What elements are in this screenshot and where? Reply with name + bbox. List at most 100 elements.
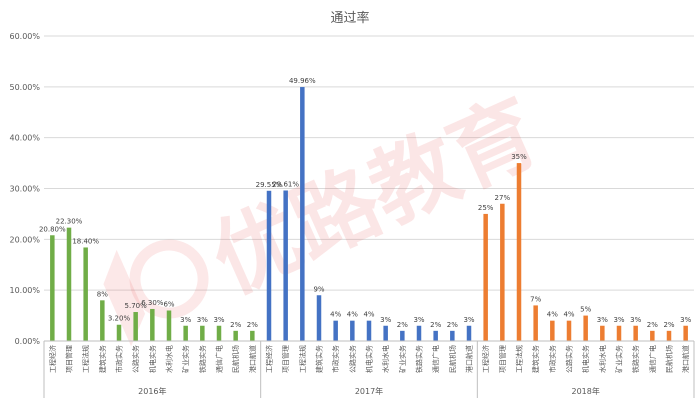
bar: [66, 227, 72, 341]
data-label: 3%: [680, 316, 691, 324]
x-tick-label: 工程法规: [81, 345, 90, 373]
y-tick-label: 30.00%: [9, 185, 40, 194]
x-tick-label: 矿业实务: [398, 345, 407, 373]
bar: [533, 305, 538, 341]
chart-title: 通过率: [330, 10, 369, 26]
bar: [300, 87, 305, 341]
data-label: 3%: [197, 316, 208, 324]
x-tick-label: 公路实务: [131, 345, 140, 373]
x-tick-label: 矿业实务: [615, 345, 624, 373]
x-tick-label: 机电实务: [365, 345, 374, 373]
data-label: 22.30%: [56, 218, 83, 226]
bar: [450, 330, 455, 341]
bar: [633, 325, 638, 341]
data-label: 5%: [580, 306, 591, 314]
bar: [100, 300, 105, 341]
data-label: 5.70%: [125, 302, 148, 310]
bar: [183, 325, 188, 341]
x-tick-label: 市政实务: [331, 345, 340, 373]
bar: [216, 325, 222, 341]
data-label: 6.30%: [141, 299, 164, 307]
bar: [200, 325, 205, 341]
x-tick-label: 公路实务: [565, 345, 574, 373]
data-label: 3%: [597, 316, 608, 324]
bar: [416, 325, 422, 341]
data-label: 3%: [413, 316, 424, 324]
bar: [516, 163, 522, 341]
bar: [566, 320, 572, 341]
x-tick-label: 市政实务: [548, 345, 557, 373]
bar: [83, 247, 88, 341]
x-tick-label: 铁路实务: [631, 345, 640, 373]
bar: [366, 320, 372, 341]
x-tick-label: 民航机场: [665, 345, 674, 373]
x-tick-label: 工程法规: [298, 345, 307, 373]
data-label: 29.61%: [272, 180, 299, 188]
bar: [316, 295, 322, 341]
x-tick-label: 水利水电: [165, 345, 174, 373]
x-tick-label: 工程经济: [481, 345, 490, 373]
bar: [483, 213, 488, 341]
x-axis: 工程经济 项目管理 工程法规 建筑实务 市政实务 公路实务 机电实务 水利水电 矿业实务 铁路实务…: [43, 340, 695, 398]
y-tick-label: 0.00%: [15, 337, 41, 346]
x-tick-label: 工程经济: [48, 345, 57, 373]
bar: [500, 203, 505, 341]
data-label: 18.40%: [72, 237, 99, 245]
bar: [650, 330, 655, 341]
data-label: 3%: [180, 316, 191, 324]
x-tick-label: 港口航道: [248, 345, 257, 373]
bar: [333, 320, 338, 341]
x-tick-label: 公路实务: [348, 345, 357, 373]
x-tick-label: 项目管理: [65, 345, 74, 373]
group-label: 2016年: [138, 386, 166, 396]
data-label: 9%: [313, 285, 324, 293]
bar: [550, 320, 555, 341]
x-tick-label: 市政实务: [115, 345, 124, 373]
y-tick-label: 10.00%: [9, 286, 40, 295]
data-label: 2%: [430, 321, 441, 329]
data-label: 7%: [530, 295, 541, 303]
bar: [150, 308, 155, 341]
data-label: 25%: [478, 204, 494, 212]
bar: [683, 325, 688, 341]
bar: [116, 324, 122, 341]
x-tick-label: 港口航道: [681, 345, 690, 373]
bar: [583, 315, 588, 341]
grid: [44, 35, 694, 342]
bar: [166, 310, 172, 341]
y-axis: 0.00% 10.00% 20.00% 30.00% 40.00% 50.00% 60.00…: [9, 32, 40, 346]
bar: [133, 312, 138, 341]
bar: [350, 320, 355, 341]
data-label: 4%: [563, 311, 574, 319]
data-label: 35%: [511, 153, 527, 161]
bar: [283, 190, 288, 341]
data-label: 3%: [463, 316, 474, 324]
bar: [616, 325, 622, 341]
data-label: 2%: [447, 321, 458, 329]
data-label: 2%: [247, 321, 258, 329]
group-label: 2017年: [355, 386, 383, 396]
bar: [250, 330, 255, 341]
x-tick-label: 水利水电: [598, 345, 607, 373]
group-label: 2018年: [571, 386, 599, 396]
x-tick-label: 建筑实务: [98, 345, 107, 373]
data-label: 2%: [663, 321, 674, 329]
y-tick-label: 60.00%: [9, 32, 40, 41]
bar: [266, 190, 272, 341]
data-label: 3%: [380, 316, 391, 324]
x-tick-label: 港口航道: [465, 345, 474, 373]
x-tick-label: 建筑实务: [315, 345, 324, 373]
x-tick-label: 项目管理: [281, 345, 290, 373]
bar: [600, 325, 605, 341]
bar: [433, 330, 438, 341]
x-tick-label: 项目管理: [498, 345, 507, 373]
bar: [233, 330, 238, 341]
x-tick-label: 矿业实务: [181, 345, 190, 373]
x-tick-label: 水利水电: [381, 345, 390, 373]
data-label: 2%: [230, 321, 241, 329]
x-tick-label: 铁路实务: [415, 345, 424, 373]
bar: [400, 330, 405, 341]
y-tick-label: 20.00%: [9, 235, 40, 244]
x-tick-label: 机电实务: [581, 345, 590, 373]
data-label: 27%: [495, 194, 511, 202]
